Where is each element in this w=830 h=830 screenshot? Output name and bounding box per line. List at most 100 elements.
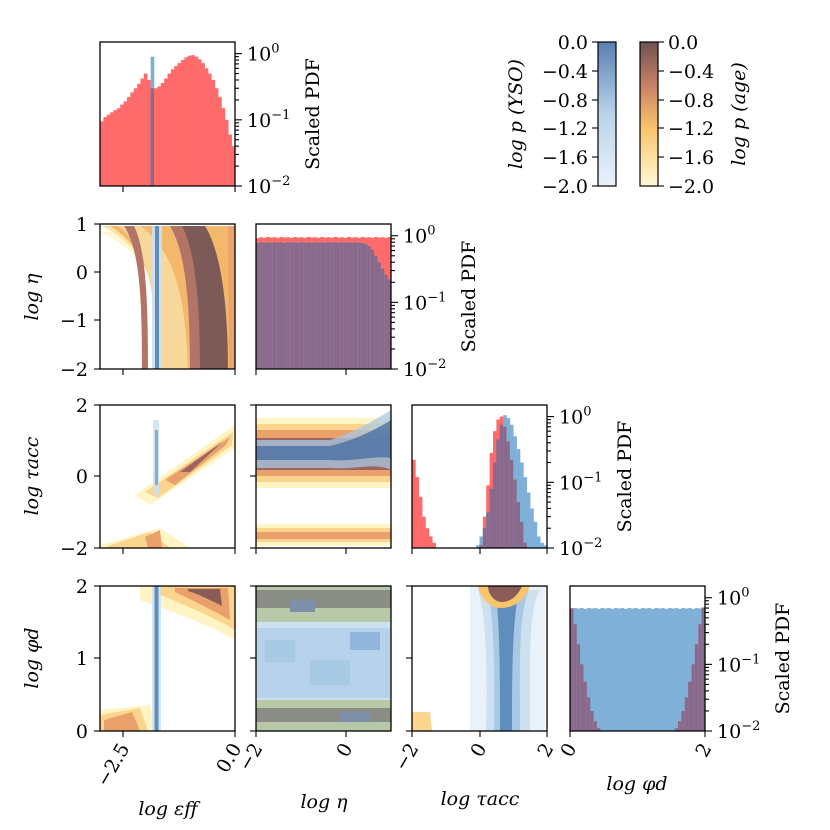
histogram-bar-yso bbox=[630, 608, 635, 731]
histogram-bar-overlap bbox=[272, 242, 277, 369]
histogram-bar-age bbox=[177, 63, 182, 187]
histogram-log-phi-d-frame bbox=[569, 585, 706, 732]
histogram-bar-age bbox=[228, 134, 232, 186]
histogram-bar-age bbox=[201, 63, 205, 187]
eta-x-tick-label: −2 bbox=[234, 740, 267, 775]
histogram-bar-age bbox=[174, 66, 178, 186]
histogram-bar-overlap bbox=[364, 244, 368, 369]
histogram-bar-yso bbox=[657, 608, 662, 731]
colorbar-age: 0.0 −0.4 −0.8 −1.2 −1.6 −2.0 log p (age) bbox=[639, 32, 750, 198]
colorbar-age-tick: 0.0 bbox=[668, 32, 698, 54]
histogram-bar-overlap bbox=[374, 255, 378, 369]
colorbar-yso-tick: −0.8 bbox=[542, 90, 588, 112]
histogram-bar-overlap bbox=[367, 246, 372, 369]
histogram-bar-overlap bbox=[586, 697, 591, 731]
histogram-bar-overlap bbox=[580, 664, 584, 731]
histogram-bar-overlap bbox=[523, 542, 528, 548]
histogram-bar-age bbox=[116, 108, 121, 186]
histogram-bar-age bbox=[154, 88, 158, 186]
x-axis-label-log-phi-d: log φd bbox=[606, 773, 667, 795]
histogram-bar-overlap bbox=[286, 242, 291, 369]
histogram-bar-yso bbox=[603, 608, 608, 731]
histogram-bar-overlap bbox=[347, 242, 351, 369]
colorbar-age-label: log p (age) bbox=[728, 62, 750, 165]
histogram-bar-yso bbox=[644, 608, 648, 731]
histogram-log-tau-acc bbox=[412, 415, 548, 548]
histogram-bar-yso bbox=[688, 608, 692, 731]
tick-marks bbox=[94, 186, 706, 737]
eta-tick-label: −1 bbox=[60, 310, 88, 332]
histogram-bar-yso bbox=[681, 608, 686, 731]
histogram-bar-overlap bbox=[320, 242, 324, 369]
y-axis-label-log-eta: log η bbox=[21, 273, 43, 321]
histogram-bar-overlap bbox=[597, 728, 601, 731]
histogram-bar-age bbox=[221, 108, 226, 186]
histogram-bar-age bbox=[415, 477, 420, 548]
histogram-bar-overlap bbox=[269, 242, 274, 369]
colorbar-yso-tick: −1.6 bbox=[542, 147, 588, 169]
histogram-bar-yso bbox=[526, 492, 531, 548]
histogram-bar-overlap bbox=[590, 710, 594, 731]
histogram-bar-overlap bbox=[496, 439, 501, 548]
histogram-bar-yso bbox=[651, 608, 655, 731]
scaled-pdf-tick-label: 10−1 bbox=[559, 470, 602, 494]
histogram-bar-age bbox=[214, 88, 219, 186]
histogram-bar-overlap bbox=[482, 528, 487, 548]
colorbar-age-tick: −0.4 bbox=[668, 61, 714, 83]
histogram-bar-overlap bbox=[570, 608, 574, 731]
histogram-bar-age bbox=[167, 73, 172, 186]
histogram-bar-age bbox=[432, 542, 436, 548]
histogram-log-eff bbox=[100, 55, 236, 187]
histogram-bar-overlap bbox=[276, 242, 280, 369]
histogram-bar-age bbox=[197, 59, 202, 186]
histogram-bar-yso bbox=[647, 608, 652, 731]
histogram-bar-yso bbox=[600, 608, 605, 731]
histogram-bar-yso bbox=[590, 608, 594, 731]
histogram-bar-overlap bbox=[479, 545, 484, 548]
density-phi-vs-tau bbox=[412, 586, 545, 731]
histogram-bar-yso bbox=[661, 608, 665, 731]
histogram-bar-overlap bbox=[150, 88, 155, 186]
histogram-bar-overlap bbox=[593, 721, 598, 731]
histogram-bar-overlap bbox=[698, 624, 702, 731]
histogram-bar-overlap bbox=[296, 242, 301, 369]
colorbar-age-tick: −1.6 bbox=[668, 147, 714, 169]
density-phi-vs-eta bbox=[256, 586, 391, 731]
density-tau-vs-eff bbox=[100, 420, 235, 548]
histogram-bar-age bbox=[147, 79, 151, 186]
density-eta-vs-eff bbox=[100, 226, 235, 369]
histogram-bar-age bbox=[231, 146, 236, 186]
histogram-bar-age bbox=[127, 97, 131, 186]
histogram-bar-age bbox=[191, 55, 195, 186]
histogram-bar-age bbox=[123, 101, 128, 186]
histogram-bar-yso bbox=[634, 608, 638, 731]
histogram-bar-yso bbox=[586, 608, 591, 731]
histogram-bar-age bbox=[103, 117, 108, 186]
histogram-bar-overlap bbox=[279, 242, 284, 369]
histogram-bar-age bbox=[106, 114, 111, 186]
histogram-bar-age bbox=[130, 92, 135, 186]
eff-tick-label: −2.5 bbox=[92, 740, 134, 791]
phi-x-tick-label: 0 bbox=[556, 740, 581, 761]
colorbar-age-tick: −1.2 bbox=[668, 118, 714, 140]
colorbar-yso-tick: −2.0 bbox=[542, 176, 588, 198]
y-axis-label-log-phi-d: log φd bbox=[21, 627, 43, 688]
histogram-bar-age bbox=[187, 55, 192, 186]
row-tick-labels: 1 0 −1 −2 2 0 −2 2 1 0 bbox=[60, 214, 88, 743]
histogram-bar-yso bbox=[620, 608, 625, 731]
histogram-bar-overlap bbox=[701, 608, 706, 731]
histogram-bar-age bbox=[137, 83, 141, 186]
tau-x-tick-label: −2 bbox=[390, 740, 423, 775]
histogram-bar-overlap bbox=[289, 242, 294, 369]
histogram-bar-yso bbox=[624, 608, 628, 731]
histogram-bar-age bbox=[133, 88, 138, 186]
histogram-bar-overlap bbox=[694, 644, 699, 731]
scaled-pdf-axis-label: Scaled PDF bbox=[458, 241, 480, 353]
histogram-bar-overlap bbox=[306, 242, 311, 369]
histogram-bar-yso bbox=[640, 608, 645, 731]
scaled-pdf-tick-label: 10−1 bbox=[247, 108, 290, 132]
histogram-log-eff-frame bbox=[99, 41, 236, 187]
histogram-bar-yso bbox=[540, 542, 544, 548]
eta-tick-label: 1 bbox=[76, 214, 88, 236]
histogram-bar-overlap bbox=[313, 242, 318, 369]
